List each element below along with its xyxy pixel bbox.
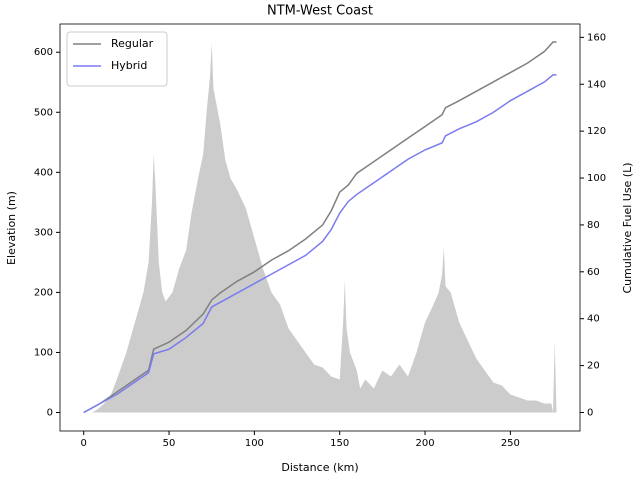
y-tick-label: 0 — [47, 408, 53, 419]
fuel-line — [83, 74, 557, 414]
y-tick-label: 300 — [34, 227, 53, 238]
y-tick-label: 100 — [34, 347, 53, 358]
y2-tick-label: 20 — [587, 361, 600, 372]
x-tick-label: 200 — [415, 438, 434, 449]
x-tick-label: 100 — [245, 438, 264, 449]
y2-tick-label: 80 — [587, 220, 600, 231]
y2-tick-label: 60 — [587, 267, 600, 278]
y2-tick-label: 100 — [587, 173, 606, 184]
y2-tick-label: 160 — [587, 32, 606, 43]
x-tick-label: 150 — [330, 438, 349, 449]
x-tick-label: 50 — [163, 438, 176, 449]
legend-label: Hybrid — [111, 59, 147, 72]
legend-label: Regular — [111, 37, 154, 50]
y2-tick-label: 140 — [587, 79, 606, 90]
y-tick-label: 600 — [34, 47, 53, 58]
y2-tick-label: 40 — [587, 314, 600, 325]
y2-tick-label: 0 — [587, 407, 593, 418]
y-tick-label: 500 — [34, 107, 53, 118]
x-axis-label: Distance (km) — [281, 461, 358, 474]
plot-frame — [59, 23, 581, 432]
y-tick-label: 400 — [34, 167, 53, 178]
fuel-line — [83, 41, 557, 414]
y2-axis-label: Cumulative Fuel Use (L) — [621, 162, 634, 293]
y-tick-label: 200 — [34, 287, 53, 298]
x-tick-label: 250 — [501, 438, 520, 449]
elevation-area — [83, 43, 557, 413]
legend-box — [66, 31, 168, 87]
y-axis-label: Elevation (m) — [5, 191, 18, 265]
chart-title: NTM-West Coast — [267, 4, 373, 19]
y2-tick-label: 120 — [587, 126, 606, 137]
x-tick-label: 0 — [81, 438, 87, 449]
